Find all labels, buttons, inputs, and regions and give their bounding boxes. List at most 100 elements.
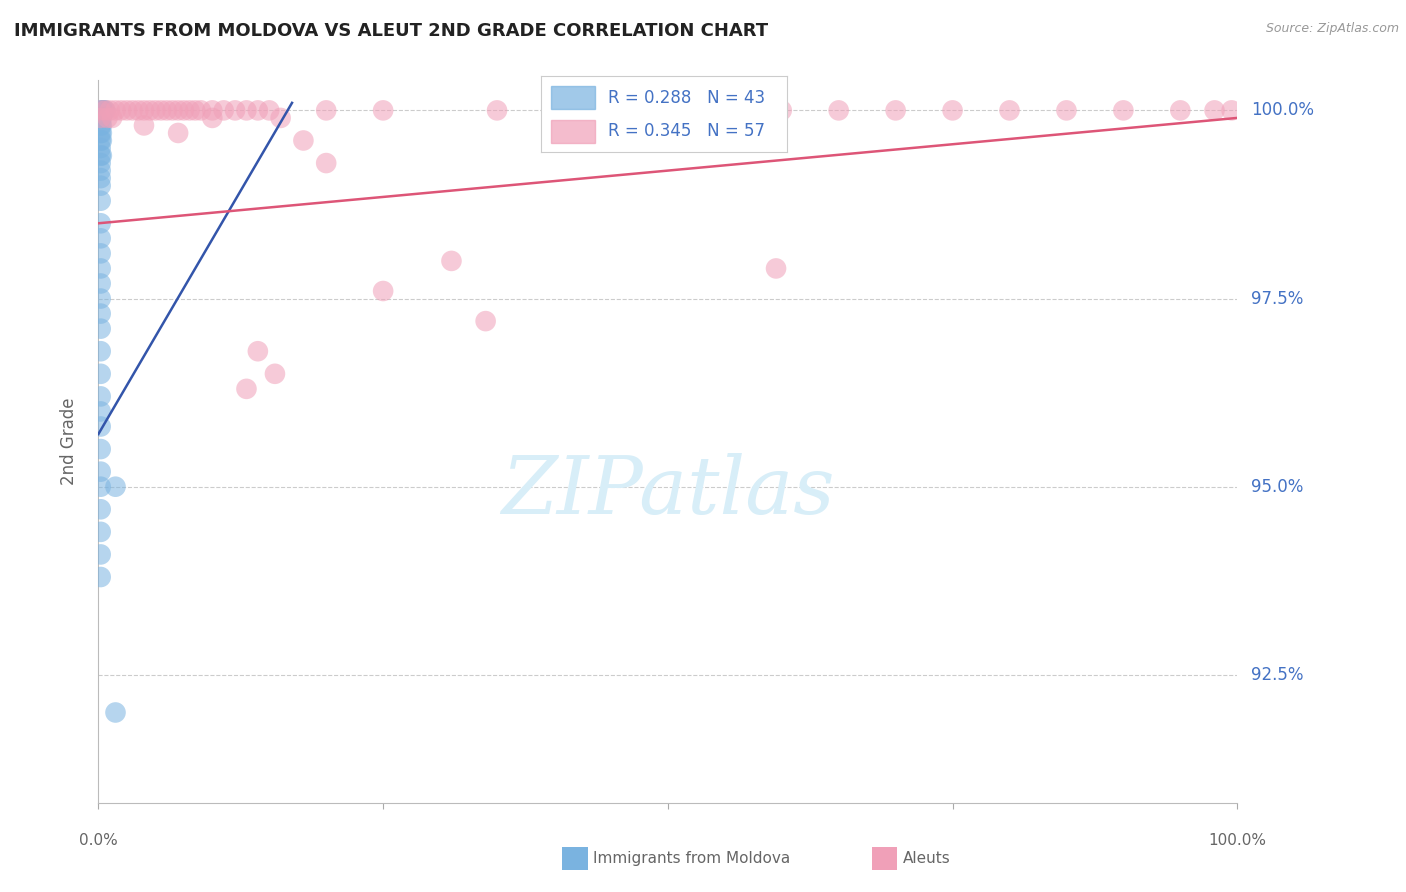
Point <box>315 156 337 170</box>
Point <box>270 111 292 125</box>
Point <box>90 231 112 245</box>
Point <box>104 706 127 720</box>
Bar <box>551 87 596 109</box>
Text: R = 0.288   N = 43: R = 0.288 N = 43 <box>607 89 765 107</box>
Point <box>150 103 173 118</box>
Point <box>765 261 787 276</box>
Point <box>132 119 155 133</box>
Point <box>90 119 112 133</box>
Point <box>90 141 112 155</box>
Point <box>90 103 112 118</box>
Point <box>90 344 112 359</box>
Bar <box>551 120 596 143</box>
Point <box>201 103 224 118</box>
Point <box>1204 103 1226 118</box>
Text: ZIPatlas: ZIPatlas <box>501 453 835 531</box>
Text: IMMIGRANTS FROM MOLDOVA VS ALEUT 2ND GRADE CORRELATION CHART: IMMIGRANTS FROM MOLDOVA VS ALEUT 2ND GRA… <box>14 22 768 40</box>
Point <box>90 389 112 403</box>
Point <box>132 103 155 118</box>
Point <box>292 134 315 148</box>
Point <box>145 103 167 118</box>
Point <box>90 404 112 418</box>
Point <box>162 103 184 118</box>
Point <box>235 382 257 396</box>
Point <box>91 103 114 118</box>
Text: Source: ZipAtlas.com: Source: ZipAtlas.com <box>1265 22 1399 36</box>
Point <box>259 103 281 118</box>
Point <box>96 111 118 125</box>
Point <box>90 570 112 584</box>
Point <box>121 103 143 118</box>
Point <box>104 480 127 494</box>
Text: 92.5%: 92.5% <box>1251 665 1303 684</box>
Point <box>127 103 149 118</box>
Text: 100.0%: 100.0% <box>1251 102 1315 120</box>
Point <box>474 314 496 328</box>
Point <box>1220 103 1243 118</box>
Point <box>246 344 269 359</box>
Text: Immigrants from Moldova: Immigrants from Moldova <box>593 852 790 866</box>
Point <box>90 103 112 118</box>
Point <box>110 103 132 118</box>
Point <box>184 103 207 118</box>
Point <box>90 419 112 434</box>
Point <box>90 194 112 208</box>
Point <box>90 126 112 140</box>
Point <box>90 524 112 539</box>
Point <box>371 284 394 298</box>
Point <box>90 307 112 321</box>
Point <box>90 277 112 291</box>
Point <box>90 126 112 140</box>
Point <box>94 103 117 118</box>
Point <box>190 103 212 118</box>
Point <box>212 103 235 118</box>
Point <box>201 111 224 125</box>
Point <box>90 134 112 148</box>
Point <box>90 163 112 178</box>
Point <box>264 367 287 381</box>
Point <box>90 548 112 562</box>
Point <box>138 103 160 118</box>
Point <box>998 103 1021 118</box>
Point <box>828 103 851 118</box>
Text: 100.0%: 100.0% <box>1208 833 1267 848</box>
Point <box>156 103 179 118</box>
Point <box>173 103 195 118</box>
Point <box>440 254 463 268</box>
Point <box>90 261 112 276</box>
Point <box>1054 103 1078 118</box>
Point <box>371 103 394 118</box>
Point <box>1170 103 1192 118</box>
Point <box>167 126 190 140</box>
Point <box>90 502 112 516</box>
Point <box>90 134 112 148</box>
Point <box>90 156 112 170</box>
Point <box>90 178 112 193</box>
Point <box>90 148 112 162</box>
Point <box>224 103 246 118</box>
Point <box>90 119 112 133</box>
Point <box>657 103 679 118</box>
Point <box>90 103 112 118</box>
Point <box>543 103 565 118</box>
Point <box>884 103 907 118</box>
Point <box>90 442 112 456</box>
Text: R = 0.345   N = 57: R = 0.345 N = 57 <box>607 122 765 140</box>
Point <box>167 103 190 118</box>
Text: 95.0%: 95.0% <box>1251 478 1303 496</box>
Point <box>90 465 112 479</box>
Point <box>115 103 138 118</box>
Point <box>90 171 112 186</box>
Point <box>90 111 112 125</box>
Point <box>90 111 112 125</box>
Point <box>235 103 257 118</box>
Point <box>90 367 112 381</box>
Point <box>90 148 112 162</box>
Point <box>101 111 124 125</box>
Point <box>90 246 112 260</box>
Point <box>315 103 337 118</box>
Point <box>90 321 112 335</box>
Point <box>94 103 117 118</box>
Point <box>90 292 112 306</box>
Point <box>486 103 509 118</box>
